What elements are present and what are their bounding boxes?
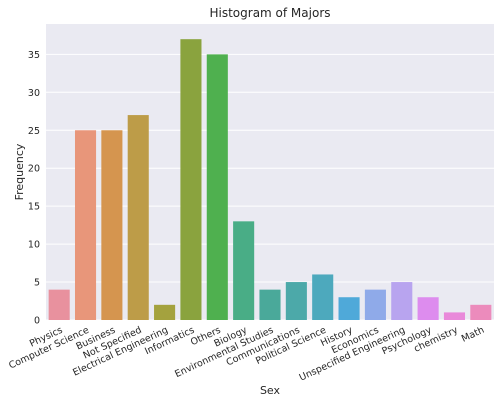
bar-electrical-engineering <box>154 304 176 320</box>
bar-unspecified-engineering <box>391 282 413 320</box>
bar-economics <box>364 289 386 320</box>
bar-communications <box>285 282 307 320</box>
y-tick-label: 10 <box>28 240 40 251</box>
bar-math <box>470 304 492 320</box>
y-tick-labels: 0 5 10 15 20 25 30 35 <box>28 50 40 327</box>
bar-history <box>338 297 360 320</box>
y-tick-label: 5 <box>34 278 40 289</box>
x-tick-label: Math <box>460 325 486 345</box>
y-tick-label: 35 <box>28 50 40 61</box>
x-axis-label: Sex <box>260 384 281 397</box>
y-tick-label: 25 <box>28 126 40 137</box>
bar-informatics <box>180 39 202 321</box>
bars <box>48 39 492 321</box>
bar-computer-science <box>74 130 97 320</box>
bar-chemistry <box>443 312 466 320</box>
bar-business <box>101 130 123 320</box>
bar-not-specified <box>127 115 149 320</box>
bar-others <box>206 54 228 320</box>
bar-political-science <box>312 274 334 320</box>
bar-psychology <box>417 297 439 320</box>
y-tick-label: 0 <box>34 316 40 327</box>
y-tick-label: 30 <box>28 88 40 99</box>
bar-physics <box>48 289 70 320</box>
bar-biology <box>233 221 255 320</box>
y-tick-label: 20 <box>28 164 40 175</box>
y-tick-label: 15 <box>28 202 40 213</box>
y-axis-label: Frequency <box>13 143 26 200</box>
bar-environmental-studies <box>259 289 281 320</box>
chart-title: Histogram of Majors <box>209 6 330 20</box>
